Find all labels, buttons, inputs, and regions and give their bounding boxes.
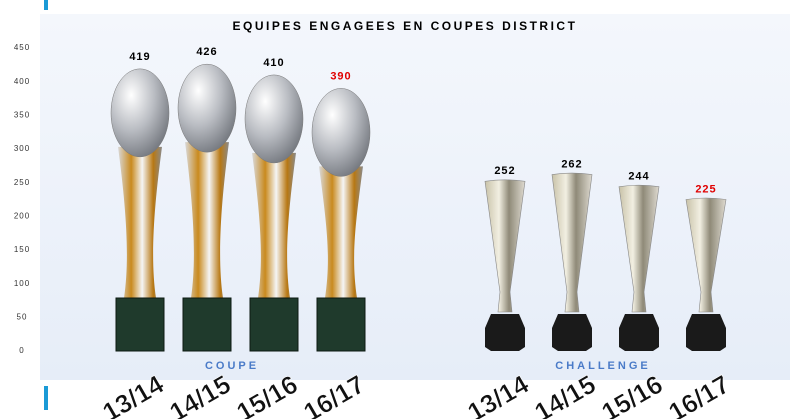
trophy <box>685 197 727 351</box>
trophy-stem <box>319 166 363 298</box>
y-tick-label: 400 <box>14 77 30 86</box>
trophy-base <box>316 297 366 352</box>
trophy <box>177 63 237 352</box>
bar <box>685 197 727 313</box>
value-label: 426 <box>196 46 217 58</box>
bar <box>484 179 526 313</box>
trophy-base <box>115 297 165 352</box>
trophy-ball <box>244 74 304 164</box>
value-label: 252 <box>494 165 515 177</box>
trophy <box>618 184 660 351</box>
value-label: 244 <box>628 171 649 183</box>
trophy-stem <box>252 152 296 298</box>
bar <box>551 172 593 313</box>
value-label: 410 <box>263 57 284 69</box>
trophy <box>484 179 526 351</box>
trophy <box>551 172 593 351</box>
trophy-ball <box>177 63 237 153</box>
trophy-stem <box>118 146 162 298</box>
value-label: 419 <box>129 51 150 63</box>
trophy <box>110 68 170 352</box>
y-tick-label: 150 <box>14 245 30 254</box>
decor <box>44 0 48 10</box>
trophy-base <box>182 297 232 352</box>
group-label: CHALLENGE <box>555 360 650 372</box>
y-tick-label: 200 <box>14 211 30 220</box>
y-tick-label: 100 <box>14 279 30 288</box>
y-tick-label: 300 <box>14 144 30 153</box>
trophy <box>244 74 304 352</box>
trophy-ball <box>311 88 371 177</box>
trophy-base <box>249 297 299 352</box>
bar <box>618 184 660 313</box>
trophy-ball <box>110 68 170 158</box>
group-label: COUPE <box>205 360 259 372</box>
decor <box>44 386 48 410</box>
y-tick-label: 0 <box>19 346 24 355</box>
y-tick-label: 50 <box>17 312 28 321</box>
trophy <box>311 88 371 352</box>
value-label: 262 <box>561 158 582 170</box>
trophy-base <box>485 314 525 351</box>
value-label: 390 <box>330 70 351 82</box>
trophy-stem <box>185 142 229 298</box>
y-tick-label: 250 <box>14 178 30 187</box>
trophy-base <box>686 314 726 351</box>
trophy-base <box>552 314 592 351</box>
plot-area <box>40 14 790 380</box>
y-tick-label: 450 <box>14 43 30 52</box>
value-label: 225 <box>695 183 716 195</box>
chart-title: EQUIPES ENGAGEES EN COUPES DISTRICT <box>233 19 578 33</box>
trophy-base <box>619 314 659 351</box>
y-tick-label: 350 <box>14 110 30 119</box>
